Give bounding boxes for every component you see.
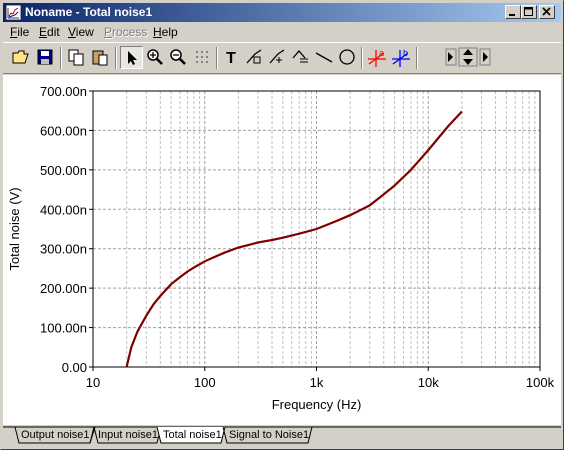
y-tick-label: 100.00n: [40, 321, 87, 336]
menu-edit-rest: dit: [47, 25, 60, 39]
tab-input-noise[interactable]: Input noise1: [98, 429, 158, 441]
close-button[interactable]: [539, 5, 555, 19]
toolbar-separator: [216, 47, 218, 69]
text-tool-glyph: T: [226, 50, 236, 66]
cursor-b-label: b: [403, 48, 408, 58]
save-icon: [37, 49, 53, 65]
line-tool-button[interactable]: [313, 46, 336, 69]
y-tick-label: 200.00n: [40, 281, 87, 296]
x-tick-label: 100: [194, 375, 216, 390]
menu-help-rest: elp: [161, 25, 178, 39]
y-tick-label: 400.00n: [40, 202, 87, 217]
menu-view[interactable]: View: [68, 25, 94, 39]
paste-icon: [92, 50, 108, 66]
toolbar-separator: [60, 47, 62, 69]
copy-button[interactable]: [65, 46, 88, 69]
menu-view-rest: iew: [75, 25, 94, 39]
zoom-in-icon: [147, 49, 163, 65]
tab-signal-to-noise[interactable]: Signal to Noise1: [229, 429, 310, 441]
grid-button[interactable]: [191, 46, 214, 69]
cursor-a-label: a: [379, 48, 384, 58]
chart-grid: [92, 90, 541, 368]
open-icon: [12, 50, 29, 64]
cursor-tool-3-button[interactable]: [290, 46, 313, 69]
zoom-out-button[interactable]: [167, 46, 190, 69]
cursor-a-button[interactable]: a: [365, 46, 388, 69]
close-icon: [542, 7, 551, 16]
zoom-in-button[interactable]: [144, 46, 167, 69]
minimize-icon: [509, 14, 515, 16]
toolbar-separator: [115, 47, 117, 69]
y-tick-label: 600.00n: [40, 123, 87, 138]
tab-strip: Output noise1 Input noise1 Total noise1 …: [3, 426, 561, 446]
circle-icon: [339, 49, 355, 65]
series-line: [125, 110, 463, 368]
cursor-tool-2-icon: [269, 49, 285, 64]
title-bar[interactable]: Noname - Total noise1: [3, 3, 561, 22]
cursor-a-icon: a: [368, 48, 386, 67]
y-tick-label: 0.00: [62, 360, 87, 375]
window-title: Noname - Total noise1: [25, 5, 153, 19]
menu-file-rest: ile: [17, 25, 30, 39]
plot-area: 10 100 1k 10k 100k 0.00 100.00n 200.00n 300.00n 4…: [3, 75, 561, 425]
toolbar-separator: [361, 47, 363, 69]
text-icon: T: [226, 50, 236, 66]
cursor-tool-2-button[interactable]: [266, 46, 289, 69]
x-tick-label: 100k: [526, 375, 555, 390]
y-axis-label: Total noise (V): [7, 187, 22, 270]
menu-help[interactable]: Help: [153, 25, 178, 39]
x-axis-label: Frequency (Hz): [272, 397, 362, 412]
save-button[interactable]: [34, 46, 57, 69]
zoom-out-icon: [170, 49, 186, 65]
menu-bar: File Edit View Process Help: [3, 23, 561, 41]
app-icon: [6, 5, 21, 20]
tab-total-noise[interactable]: Total noise1: [163, 429, 222, 441]
y-tick-label: 700.00n: [40, 84, 87, 99]
move-cursor-control[interactable]: [443, 46, 493, 69]
menu-edit[interactable]: Edit: [39, 25, 60, 39]
line-icon: [315, 52, 333, 63]
x-tick-label: 10k: [418, 375, 439, 390]
tab-output-noise[interactable]: Output noise1: [21, 429, 90, 441]
menu-file[interactable]: File: [10, 25, 30, 39]
move-arrows-icon: [445, 47, 491, 67]
menu-process[interactable]: Process: [104, 25, 148, 39]
open-button[interactable]: [10, 46, 33, 69]
cursor-tool-1-button[interactable]: [243, 46, 266, 69]
pointer-icon: [128, 51, 137, 65]
maximize-icon: [524, 7, 533, 16]
menu-process-rest: rocess: [112, 25, 148, 39]
maximize-button[interactable]: [521, 5, 537, 19]
paste-button[interactable]: [89, 46, 112, 69]
minimize-button[interactable]: [505, 5, 521, 19]
cursor-tool-3-icon: [292, 50, 308, 63]
cursor-tool-1-icon: [246, 49, 262, 64]
x-tick-label: 10: [86, 375, 100, 390]
cursor-b-icon: b: [392, 48, 410, 67]
chart-ticks: 10 100 1k 10k 100k 0.00 100.00n 200.00n 300.00n 4…: [40, 84, 555, 390]
tab-strip-outline: [3, 426, 561, 444]
noise-chart[interactable]: 10 100 1k 10k 100k 0.00 100.00n 200.00n 300.00n 4…: [3, 75, 561, 425]
pointer-button[interactable]: [120, 46, 143, 69]
toolbar-separator: [416, 47, 418, 69]
grid-icon: [196, 51, 208, 63]
text-tool-button[interactable]: T: [220, 46, 243, 69]
cursor-b-button[interactable]: b: [389, 46, 412, 69]
toolbar: T a b: [3, 42, 561, 74]
x-tick-label: 1k: [310, 375, 324, 390]
y-tick-label: 300.00n: [40, 242, 87, 257]
circle-tool-button[interactable]: [336, 46, 359, 69]
y-tick-label: 500.00n: [40, 163, 87, 178]
copy-icon: [68, 49, 84, 66]
